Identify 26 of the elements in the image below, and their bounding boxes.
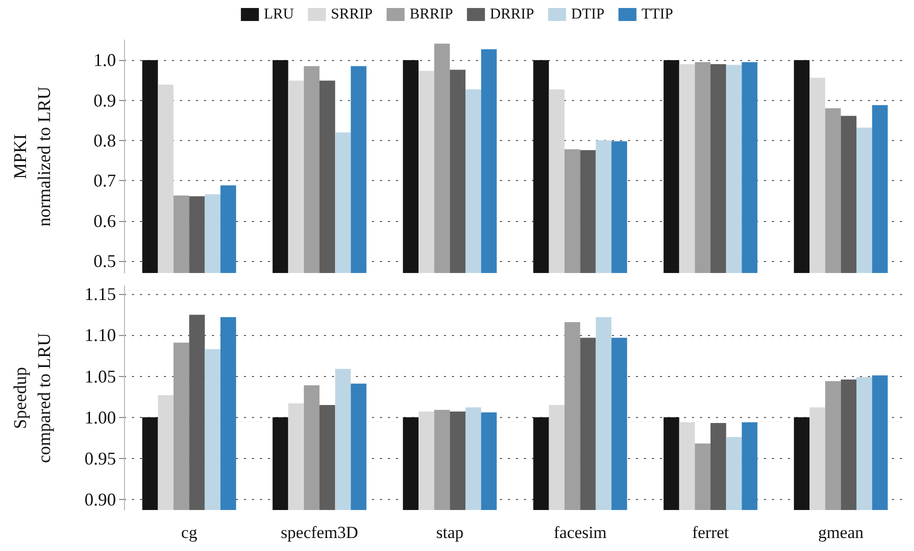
y-tick-label: 0.5 — [94, 250, 116, 271]
y-tick-label: 0.6 — [94, 210, 116, 231]
y-tick-label: 0.9 — [94, 90, 116, 110]
y-tick-label: 0.8 — [94, 130, 116, 150]
legend-label: SRRIP — [330, 6, 373, 22]
x-tick-label: facesim — [554, 523, 607, 542]
legend-label: DRRIP — [490, 6, 534, 22]
x-tick-label: gmean — [818, 523, 864, 542]
legend-label: TTIP — [641, 6, 674, 22]
y-tick-label: 1.15 — [84, 284, 116, 304]
y-tick-label: 1.10 — [84, 325, 116, 346]
y-tick-label: 0.90 — [84, 489, 116, 510]
y-tick-label: 1.00 — [84, 407, 116, 428]
y-tick-label: 0.95 — [84, 448, 116, 468]
x-tick-label: specfem3D — [280, 523, 358, 542]
y-tick-label: 1.05 — [84, 366, 116, 386]
y-axis-title: MPKI normalized to LRU — [10, 86, 54, 226]
x-tick-label: stap — [436, 523, 464, 542]
legend-label: BRRIP — [410, 6, 453, 22]
y-tick-label: 1.0 — [94, 50, 116, 70]
y-tick-label: 0.7 — [94, 170, 116, 191]
x-tick-label: ferret — [692, 523, 730, 542]
x-tick-label: cg — [181, 523, 198, 542]
legend-label: LRU — [264, 6, 294, 22]
legend-label: DTIP — [571, 6, 604, 22]
y-axis-title: Speedup compared to LRU — [10, 333, 54, 463]
